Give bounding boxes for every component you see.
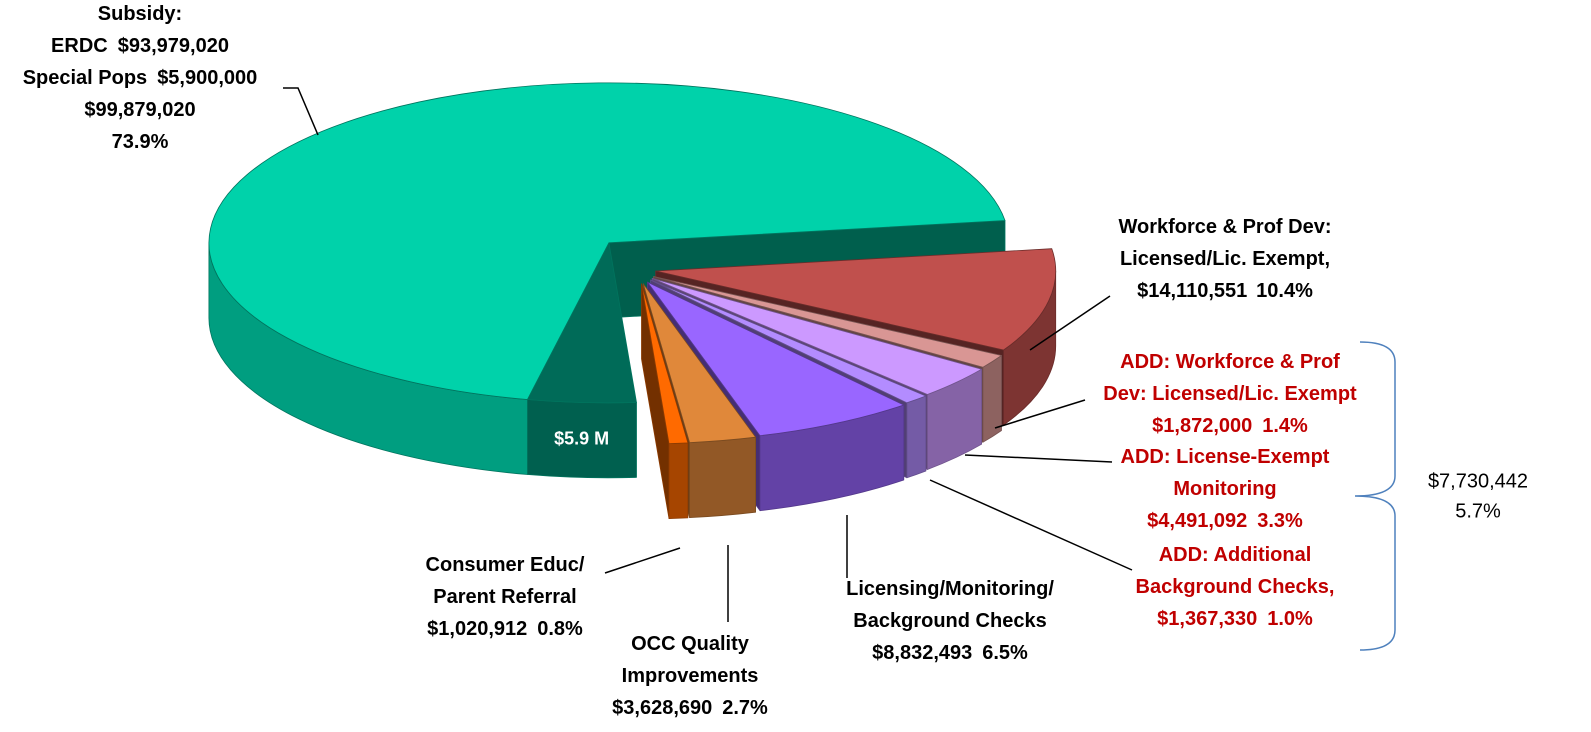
slice-label-part: Background Checks, — [1136, 576, 1335, 598]
leader-line — [283, 87, 319, 136]
slice-wall — [668, 442, 689, 519]
slice-label-part: Parent Referral — [433, 586, 576, 608]
slice-label-part: ADD: License-Exempt — [1121, 446, 1330, 468]
slice-top — [208, 82, 1006, 400]
bracket-value: $7,730,442 — [1428, 470, 1528, 492]
slice-top — [653, 276, 1002, 368]
leader-line — [604, 547, 681, 574]
slice-label: Licensing/Monitoring/ — [846, 578, 1054, 600]
slice-label-part: Special Pops — [23, 67, 148, 89]
slice-top — [647, 281, 905, 437]
slice-label: $1,367,330 1.0% — [1157, 608, 1313, 630]
slice-label-part: 1.4% — [1262, 415, 1308, 437]
slice-label: ADD: License-Exempt — [1121, 446, 1330, 468]
slice-label: Special Pops $5,900,000 — [23, 67, 258, 89]
slice-label: $8,832,493 6.5% — [872, 642, 1028, 664]
slice-label-part: ADD: Workforce & Prof — [1120, 351, 1340, 373]
slice-label: Monitoring — [1173, 478, 1276, 500]
slice-label-part: $1,367,330 — [1157, 608, 1257, 630]
slice-label: $1,020,912 0.8% — [427, 618, 583, 640]
slice-top — [655, 248, 1057, 351]
slice-label: Parent Referral — [433, 586, 576, 608]
leader-line — [1029, 295, 1111, 351]
slice-label: ADD: Additional — [1159, 544, 1312, 566]
bracket — [1354, 341, 1396, 651]
slice-label-part: OCC Quality — [631, 633, 750, 655]
slice-label-part: Dev: Licensed/Lic. Exempt — [1103, 383, 1357, 405]
inner-label: $5.9 M — [554, 429, 609, 449]
slice-label-part: $4,491,092 — [1147, 510, 1247, 532]
slice-label-part: 73.9% — [112, 131, 169, 153]
leader-line — [964, 454, 1113, 463]
bracket-percent: 5.7% — [1455, 500, 1501, 522]
slice-label: OCC Quality — [631, 633, 750, 655]
slice-top — [650, 279, 927, 404]
slice-label-part: Workforce & Prof Dev: — [1118, 216, 1331, 238]
slice-label-part: $8,832,493 — [872, 642, 972, 664]
slice-label: Background Checks — [853, 610, 1046, 632]
slice-label-part: Licensing/Monitoring/ — [846, 578, 1054, 600]
slice-label-part: $5,900,000 — [157, 67, 257, 89]
slice-top — [642, 283, 756, 443]
slice-label: Licensed/Lic. Exempt, — [1120, 248, 1330, 270]
slice-wall — [689, 436, 756, 518]
slice-label-part: ERDC — [51, 35, 108, 57]
slice-label-part: 6.5% — [982, 642, 1028, 664]
slice-label-part: $99,879,020 — [84, 99, 195, 121]
slice-label: Dev: Licensed/Lic. Exempt — [1103, 383, 1357, 405]
slice-label-part: 10.4% — [1256, 280, 1313, 302]
slice-label: $14,110,551 10.4% — [1137, 280, 1313, 302]
slice-wall — [906, 395, 927, 479]
slice-label: 73.9% — [112, 131, 169, 153]
slice-label-part: $14,110,551 — [1137, 280, 1247, 302]
slice-label-part: $1,872,000 — [1152, 415, 1252, 437]
slice-label-part: Monitoring — [1173, 478, 1276, 500]
slice-label-part: $93,979,020 — [118, 35, 229, 57]
slice-label-part: $3,628,690 — [612, 697, 712, 719]
slice-wall — [982, 355, 1002, 443]
slice-label-part: Background Checks — [853, 610, 1046, 632]
slice-label: Consumer Educ/ — [426, 554, 585, 576]
slice-label: $99,879,020 — [84, 99, 195, 121]
slice-label-part: 2.7% — [722, 697, 768, 719]
slice-label: Improvements — [622, 665, 759, 687]
slice-label-part: Licensed/Lic. Exempt, — [1120, 248, 1330, 270]
slice-label: Background Checks, — [1136, 576, 1335, 598]
slice-label: Subsidy: — [98, 3, 182, 25]
slice-label-part: 3.3% — [1257, 510, 1303, 532]
slice-label-part: Improvements — [622, 665, 759, 687]
slice-label-part: Subsidy: — [98, 3, 182, 25]
slice-label: $1,872,000 1.4% — [1152, 415, 1308, 437]
slice-label-part: $1,020,912 — [427, 618, 527, 640]
slice-top — [651, 278, 982, 395]
slice-top — [641, 283, 689, 444]
leader-line — [929, 479, 1133, 571]
slice-label-part: 0.8% — [537, 618, 583, 640]
slice-label-part: ADD: Additional — [1159, 544, 1312, 566]
slice-label: $3,628,690 2.7% — [612, 697, 768, 719]
slice-label-part: 1.0% — [1267, 608, 1313, 630]
slice-label: Workforce & Prof Dev: — [1118, 216, 1331, 238]
leader-line — [994, 399, 1086, 429]
slice-label: ADD: Workforce & Prof — [1120, 351, 1340, 373]
slice-label-part: Consumer Educ/ — [426, 554, 585, 576]
slice-label: ERDC $93,979,020 — [51, 35, 229, 57]
slice-label: $4,491,092 3.3% — [1147, 510, 1303, 532]
